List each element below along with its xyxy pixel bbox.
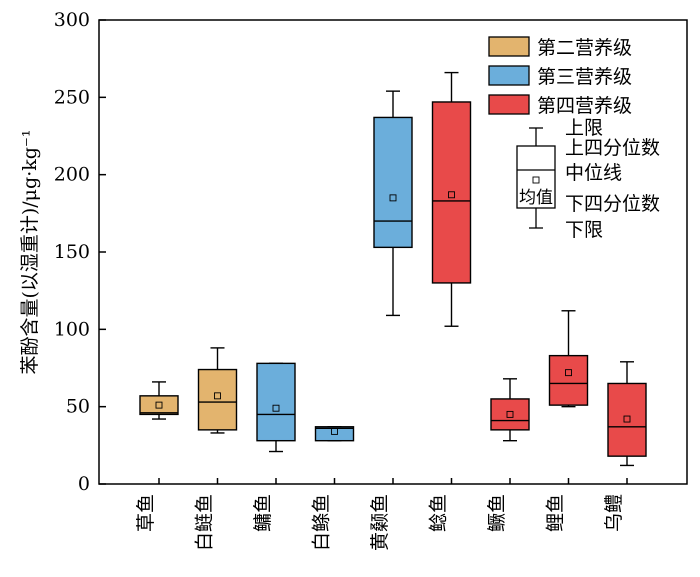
legend-label: 第四营养级 — [537, 95, 632, 117]
iqr-box — [197, 368, 238, 431]
iqr-box — [314, 426, 355, 442]
legend-swatch — [488, 65, 530, 86]
box-4 — [314, 426, 355, 442]
key-label-median: 中位线 — [565, 162, 622, 184]
x-axis: 草鱼 白鲢鱼 鳙鱼 白鲦鱼 黄颡鱼 鲶鱼 鳜鱼 鲤鱼 乌鳢 — [135, 478, 628, 551]
mean-marker — [565, 369, 572, 377]
mean-marker — [214, 392, 221, 400]
iqr-box — [607, 382, 647, 457]
box-6 — [431, 71, 472, 327]
y-tick-label: 300 — [54, 9, 90, 31]
x-tick-label: 黄颡鱼 — [369, 494, 391, 551]
box-9 — [607, 361, 647, 467]
x-tick-label: 鳜鱼 — [486, 494, 508, 532]
box-series — [139, 71, 647, 467]
legend-label: 第二营养级 — [537, 37, 632, 59]
mean-marker — [272, 404, 280, 412]
x-tick-label: 草鱼 — [135, 494, 157, 532]
mean-marker — [155, 401, 163, 409]
y-tick-label: 250 — [54, 86, 90, 108]
key-label-upper-whisker: 上限 — [565, 117, 603, 139]
x-tick-label: 鳙鱼 — [252, 494, 274, 532]
legend-swatch — [488, 94, 530, 115]
x-tick-label: 乌鳢 — [603, 494, 625, 532]
mean-marker — [331, 427, 338, 435]
y-tick-label: 0 — [78, 473, 90, 495]
box-3 — [256, 362, 296, 453]
iqr-box — [431, 101, 472, 284]
legend-swatch — [488, 36, 530, 57]
box-5 — [373, 90, 413, 317]
y-axis-title: 苯酚含量(以湿重计)/μg·kg⁻¹ — [19, 129, 41, 374]
mean-marker — [623, 415, 631, 423]
box-8 — [548, 310, 589, 408]
x-tick-label: 白鲢鱼 — [194, 494, 216, 551]
x-tick-label: 鲶鱼 — [428, 494, 450, 532]
y-tick-label: 200 — [54, 164, 90, 186]
box-1 — [139, 381, 179, 420]
iqr-box — [139, 395, 179, 416]
y-axis: 0 50 100 150 200 250 300 — [54, 9, 106, 495]
key-mean-label: 均值 — [519, 188, 553, 208]
iqr-box — [548, 354, 589, 406]
y-tick-label: 150 — [54, 241, 90, 263]
key-label-q3: 上四分位数 — [565, 137, 660, 159]
x-tick-label: 鲤鱼 — [545, 494, 567, 532]
legend-label: 第三营养级 — [537, 66, 632, 88]
iqr-box — [490, 398, 530, 431]
key-label-lower-whisker: 下限 — [565, 219, 603, 241]
iqr-box — [373, 116, 413, 249]
x-tick-label: 白鲦鱼 — [311, 494, 333, 551]
mean-marker — [506, 410, 514, 418]
key-mean-marker — [532, 176, 540, 184]
mean-marker — [389, 194, 397, 202]
mean-marker — [448, 191, 455, 199]
key-label-q1: 下四分位数 — [565, 193, 660, 215]
iqr-box — [256, 362, 296, 442]
y-tick-label: 100 — [54, 318, 90, 340]
y-tick-label: 50 — [66, 396, 90, 418]
box-7 — [490, 378, 530, 442]
box-2 — [197, 347, 238, 434]
